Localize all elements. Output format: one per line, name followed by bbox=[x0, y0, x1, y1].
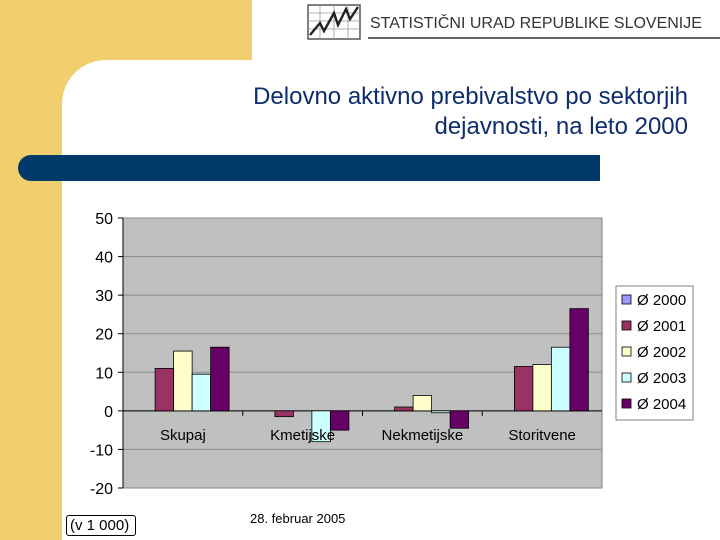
bar bbox=[173, 350, 193, 412]
legend-label: Ø 2001 bbox=[637, 318, 686, 335]
bar bbox=[274, 410, 294, 418]
y-tick-label: -10 bbox=[90, 442, 113, 459]
y-tick-label: 50 bbox=[95, 211, 113, 228]
title-band bbox=[18, 155, 600, 181]
legend-swatch bbox=[621, 346, 632, 357]
bar bbox=[412, 395, 433, 412]
y-tick-label: 20 bbox=[95, 327, 113, 344]
title-line-2: dejavnosti, na leto 2000 bbox=[434, 113, 688, 140]
plot-area bbox=[122, 217, 603, 489]
legend-label: Ø 2004 bbox=[637, 396, 686, 413]
unit-note: (v 1 000) bbox=[66, 515, 137, 536]
y-tick-label: 30 bbox=[95, 288, 113, 305]
legend-label: Ø 2000 bbox=[637, 292, 686, 309]
bar bbox=[550, 346, 571, 412]
x-category-label: Skupaj bbox=[160, 427, 206, 444]
slide-date: 28. februar 2005 bbox=[250, 511, 346, 526]
bar bbox=[394, 406, 414, 412]
bar bbox=[329, 410, 350, 431]
bar bbox=[191, 373, 212, 412]
x-category-label: Nekmetijske bbox=[382, 427, 464, 444]
bar bbox=[154, 368, 175, 412]
bar bbox=[532, 364, 552, 412]
agency-logo: STATISTIČNI URAD REPUBLIKE SLOVENIJE bbox=[307, 4, 720, 40]
legend-swatch bbox=[621, 372, 632, 383]
x-category-label: Kmetijske bbox=[270, 427, 335, 444]
legend-swatch bbox=[621, 320, 632, 331]
legend-swatch bbox=[621, 398, 632, 409]
y-tick-label: 10 bbox=[95, 365, 113, 382]
x-category-label: Storitvene bbox=[508, 427, 576, 444]
y-tick-label: -20 bbox=[90, 481, 113, 498]
bar bbox=[513, 366, 534, 412]
y-tick-label: 40 bbox=[95, 250, 113, 267]
agency-name: STATISTIČNI URAD REPUBLIKE SLOVENIJE bbox=[370, 13, 702, 32]
y-tick-label: 0 bbox=[104, 404, 113, 421]
bar bbox=[569, 308, 589, 412]
bar bbox=[210, 346, 230, 412]
legend-swatch bbox=[621, 294, 632, 305]
bar bbox=[431, 410, 451, 414]
legend-label: Ø 2002 bbox=[637, 344, 686, 361]
page-title: Delovno aktivno prebivalstvo po sektorji… bbox=[100, 82, 688, 142]
bar bbox=[449, 410, 470, 429]
title-line-1: Delovno aktivno prebivalstvo po sektorji… bbox=[253, 83, 688, 110]
legend-label: Ø 2003 bbox=[637, 370, 686, 387]
